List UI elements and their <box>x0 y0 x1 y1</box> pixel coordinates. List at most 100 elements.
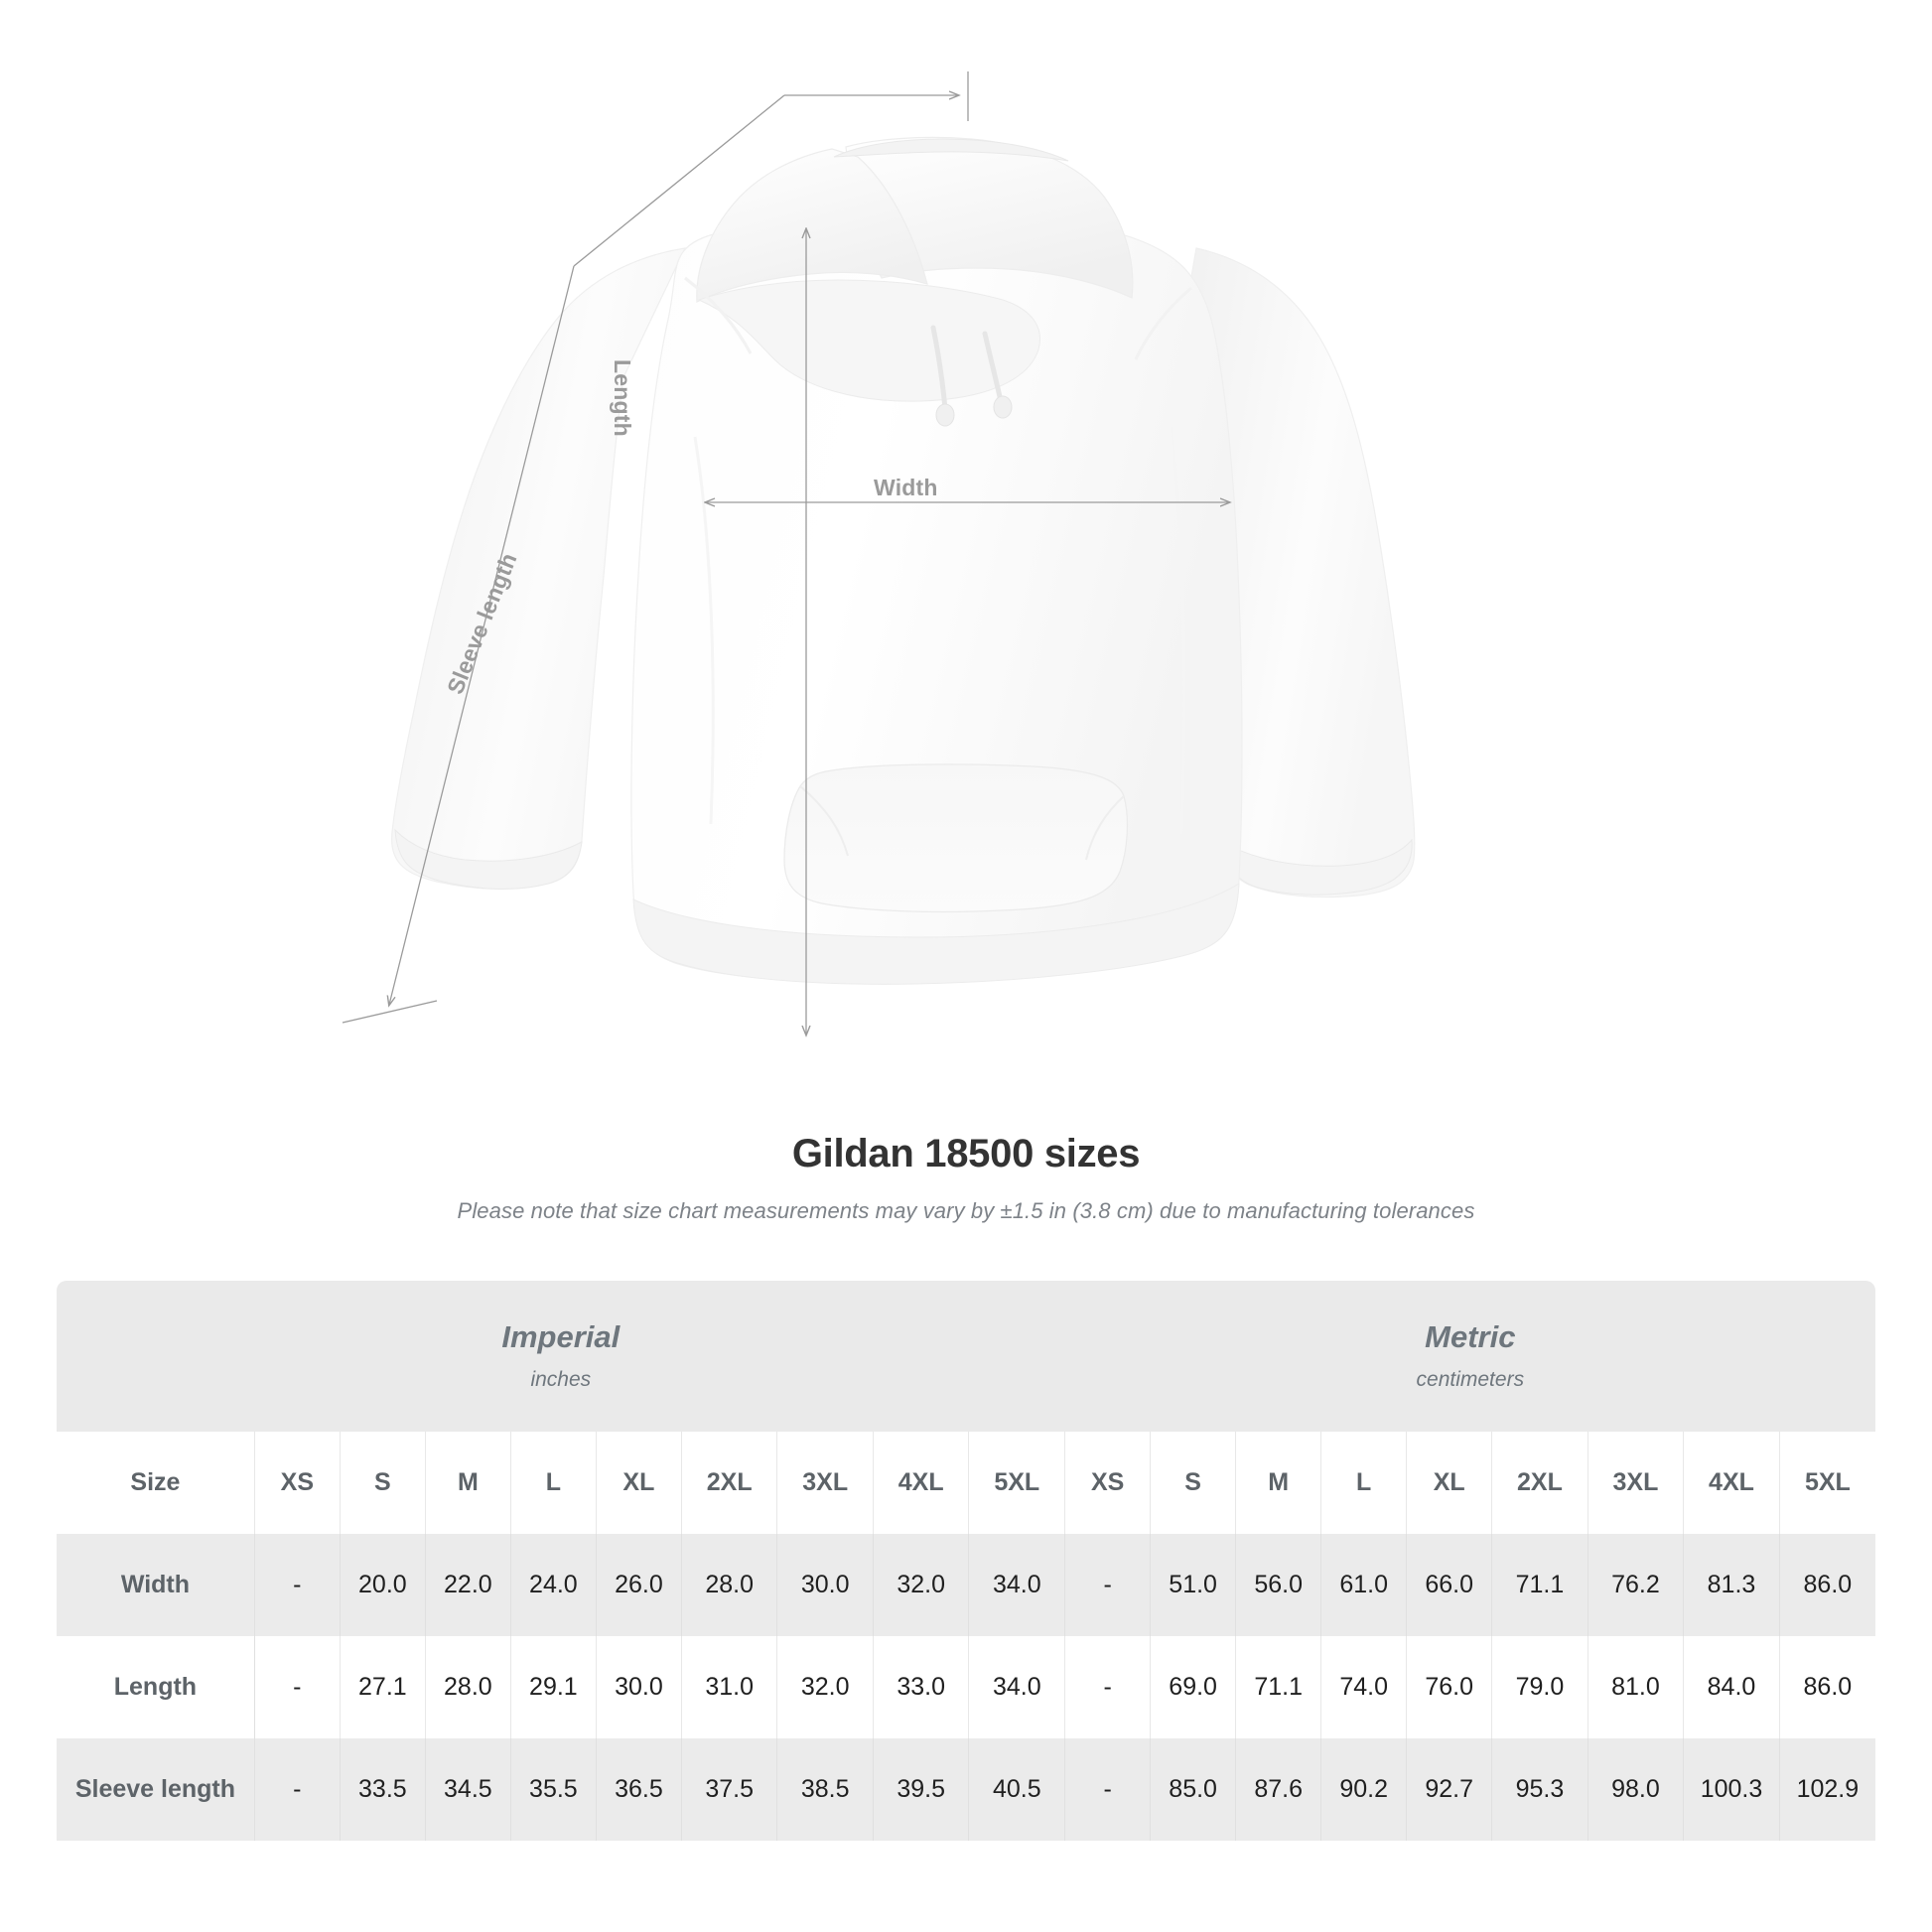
width-metric-4xl: 81.3 <box>1683 1534 1780 1636</box>
size-header-metric-2xl: 2XL <box>1491 1432 1588 1534</box>
sleeve-imperial-xs: - <box>254 1738 341 1841</box>
sleeve-metric-2xl: 95.3 <box>1491 1738 1588 1841</box>
length-metric-2xl: 79.0 <box>1491 1636 1588 1738</box>
width-imperial-5xl: 34.0 <box>968 1534 1066 1636</box>
width-metric-5xl: 86.0 <box>1779 1534 1875 1636</box>
width-metric-3xl: 76.2 <box>1587 1534 1685 1636</box>
length-imperial-xl: 30.0 <box>596 1636 682 1738</box>
size-header-metric-xl: XL <box>1406 1432 1493 1534</box>
width-imperial-s: 20.0 <box>340 1534 426 1636</box>
size-header-metric-l: L <box>1320 1432 1408 1534</box>
sleeve-imperial-xl: 36.5 <box>596 1738 682 1841</box>
imperial-unit-header: Imperial inches <box>57 1281 1065 1432</box>
sleeve-imperial-5xl: 40.5 <box>968 1738 1066 1841</box>
length-dimension-label: Length <box>610 359 635 437</box>
size-header-metric-4xl: 4XL <box>1683 1432 1780 1534</box>
size-header-imperial-m: M <box>425 1432 511 1534</box>
length-imperial-m: 28.0 <box>425 1636 511 1738</box>
row-label-width: Width <box>57 1534 255 1636</box>
size-header-imperial-xs: XS <box>254 1432 341 1534</box>
sleeve-metric-xl: 92.7 <box>1406 1738 1493 1841</box>
size-header-imperial-3xl: 3XL <box>776 1432 874 1534</box>
metric-label: Metric <box>1425 1318 1516 1354</box>
sleeve-imperial-m: 34.5 <box>425 1738 511 1841</box>
length-imperial-3xl: 32.0 <box>776 1636 874 1738</box>
sleeve-imperial-2xl: 37.5 <box>681 1738 778 1841</box>
width-metric-xs: - <box>1064 1534 1152 1636</box>
metric-unit-header: Metric centimeters <box>1064 1281 1875 1432</box>
imperial-label: Imperial <box>501 1318 621 1354</box>
width-metric-l: 61.0 <box>1320 1534 1408 1636</box>
length-metric-5xl: 86.0 <box>1779 1636 1875 1738</box>
table-row: Width - 20.0 22.0 24.0 26.0 28.0 30.0 32… <box>57 1534 1875 1636</box>
sleeve-leader-line <box>573 94 785 267</box>
size-header-metric-xs: XS <box>1064 1432 1152 1534</box>
width-imperial-3xl: 30.0 <box>776 1534 874 1636</box>
size-header-imperial-xl: XL <box>596 1432 682 1534</box>
size-header-imperial-4xl: 4XL <box>873 1432 970 1534</box>
sleeve-imperial-s: 33.5 <box>340 1738 426 1841</box>
length-metric-l: 74.0 <box>1320 1636 1408 1738</box>
imperial-sublabel: inches <box>530 1367 592 1391</box>
sleeve-metric-3xl: 98.0 <box>1587 1738 1685 1841</box>
width-imperial-xs: - <box>254 1534 341 1636</box>
title-block: Gildan 18500 sizes Please note that size… <box>0 1132 1932 1224</box>
size-header-row: Size XS S M L XL 2XL 3XL 4XL 5XL XS S M … <box>57 1432 1875 1534</box>
sleeve-metric-l: 90.2 <box>1320 1738 1408 1841</box>
size-header-metric-m: M <box>1235 1432 1322 1534</box>
sleeve-metric-m: 87.6 <box>1235 1738 1322 1841</box>
length-metric-4xl: 84.0 <box>1683 1636 1780 1738</box>
width-metric-2xl: 71.1 <box>1491 1534 1588 1636</box>
size-header-imperial-5xl: 5XL <box>968 1432 1066 1534</box>
tolerance-note: Please note that size chart measurements… <box>457 1198 1475 1223</box>
size-header-metric-5xl: 5XL <box>1779 1432 1875 1534</box>
width-metric-s: 51.0 <box>1150 1534 1237 1636</box>
size-header-imperial-l: L <box>510 1432 597 1534</box>
page-title: Gildan 18500 sizes <box>791 1132 1141 1175</box>
size-chart-table-container: Imperial inches Metric centimeters Size … <box>57 1281 1875 1841</box>
sleeve-bottom-tick <box>342 1000 438 1024</box>
hoodie-illustration <box>342 71 1416 1127</box>
length-imperial-2xl: 31.0 <box>681 1636 778 1738</box>
length-metric-m: 71.1 <box>1235 1636 1322 1738</box>
sleeve-imperial-3xl: 38.5 <box>776 1738 874 1841</box>
measurement-guides <box>342 71 1229 1035</box>
sleeve-metric-5xl: 102.9 <box>1779 1738 1875 1841</box>
row-label-length: Length <box>57 1636 255 1738</box>
row-label-sleeve-length: Sleeve length <box>57 1738 255 1841</box>
size-chart-table: Imperial inches Metric centimeters Size … <box>57 1281 1875 1841</box>
table-row: Length - 27.1 28.0 29.1 30.0 31.0 32.0 3… <box>57 1636 1875 1738</box>
length-metric-xl: 76.0 <box>1406 1636 1493 1738</box>
length-metric-s: 69.0 <box>1150 1636 1237 1738</box>
size-header-imperial-2xl: 2XL <box>681 1432 778 1534</box>
size-header-metric-3xl: 3XL <box>1587 1432 1685 1534</box>
hoodie-shape <box>390 136 1416 985</box>
size-corner-label: Size <box>57 1432 255 1534</box>
table-row: Sleeve length - 33.5 34.5 35.5 36.5 37.5… <box>57 1738 1875 1841</box>
length-metric-xs: - <box>1064 1636 1152 1738</box>
width-metric-xl: 66.0 <box>1406 1534 1493 1636</box>
sleeve-metric-xs: - <box>1064 1738 1152 1841</box>
width-imperial-2xl: 28.0 <box>681 1534 778 1636</box>
length-imperial-xs: - <box>254 1636 341 1738</box>
length-metric-3xl: 81.0 <box>1587 1636 1685 1738</box>
garment-diagram: Length Width Sleeve length <box>342 71 1416 1127</box>
metric-sublabel: centimeters <box>1416 1367 1525 1391</box>
sleeve-length-arrow <box>389 265 575 1005</box>
length-imperial-4xl: 33.0 <box>873 1636 970 1738</box>
width-imperial-4xl: 32.0 <box>873 1534 970 1636</box>
sleeve-metric-s: 85.0 <box>1150 1738 1237 1841</box>
size-header-metric-s: S <box>1150 1432 1237 1534</box>
width-dimension-label: Width <box>874 475 938 500</box>
width-imperial-m: 22.0 <box>425 1534 511 1636</box>
width-imperial-xl: 26.0 <box>596 1534 682 1636</box>
length-imperial-l: 29.1 <box>510 1636 597 1738</box>
sleeve-imperial-4xl: 39.5 <box>873 1738 970 1841</box>
length-imperial-5xl: 34.0 <box>968 1636 1066 1738</box>
length-imperial-s: 27.1 <box>340 1636 426 1738</box>
sleeve-imperial-l: 35.5 <box>510 1738 597 1841</box>
width-metric-m: 56.0 <box>1235 1534 1322 1636</box>
sleeve-metric-4xl: 100.3 <box>1683 1738 1780 1841</box>
size-header-imperial-s: S <box>340 1432 426 1534</box>
